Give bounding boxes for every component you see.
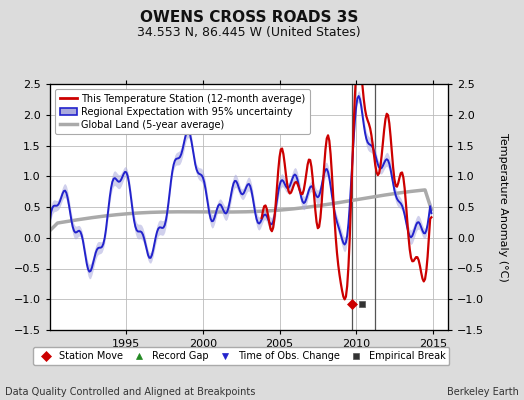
Text: 34.553 N, 86.445 W (United States): 34.553 N, 86.445 W (United States): [137, 26, 361, 39]
Legend: Station Move, Record Gap, Time of Obs. Change, Empirical Break: Station Move, Record Gap, Time of Obs. C…: [32, 347, 450, 365]
Text: Berkeley Earth: Berkeley Earth: [447, 387, 519, 397]
Text: Data Quality Controlled and Aligned at Breakpoints: Data Quality Controlled and Aligned at B…: [5, 387, 256, 397]
Text: OWENS CROSS ROADS 3S: OWENS CROSS ROADS 3S: [140, 10, 358, 25]
Y-axis label: Temperature Anomaly (°C): Temperature Anomaly (°C): [498, 133, 508, 281]
Legend: This Temperature Station (12-month average), Regional Expectation with 95% uncer: This Temperature Station (12-month avera…: [54, 89, 310, 134]
